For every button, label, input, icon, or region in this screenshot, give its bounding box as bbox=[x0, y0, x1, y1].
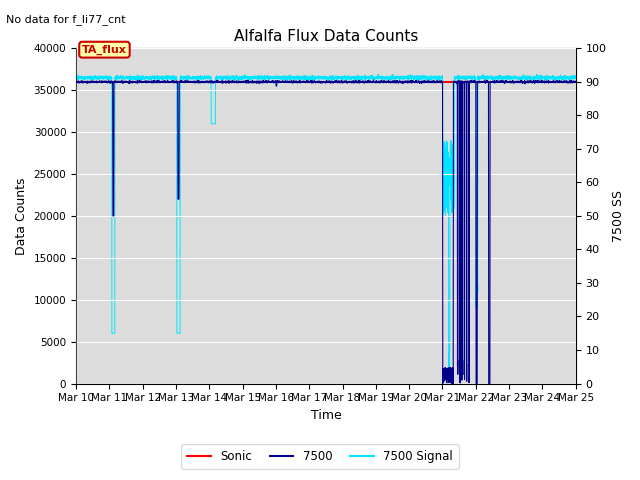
Y-axis label: 7500 SS: 7500 SS bbox=[612, 190, 625, 242]
Title: Alfalfa Flux Data Counts: Alfalfa Flux Data Counts bbox=[234, 29, 418, 44]
Text: No data for f_li77_cnt: No data for f_li77_cnt bbox=[6, 14, 126, 25]
Text: TA_flux: TA_flux bbox=[82, 45, 127, 55]
X-axis label: Time: Time bbox=[310, 409, 341, 422]
Y-axis label: Data Counts: Data Counts bbox=[15, 177, 28, 255]
Legend: Sonic, 7500, 7500 Signal: Sonic, 7500, 7500 Signal bbox=[181, 444, 459, 469]
